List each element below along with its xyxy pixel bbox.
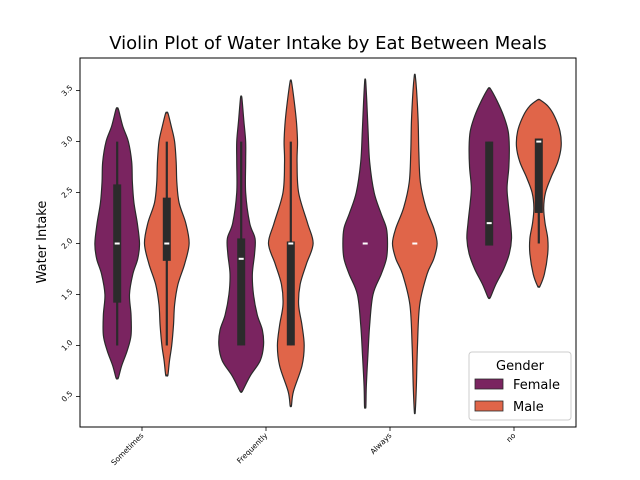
y-tick-label-0-5: 0.5 bbox=[60, 389, 75, 404]
iqr-box-female-no bbox=[485, 141, 494, 246]
iqr-box-female-frequently bbox=[237, 238, 246, 346]
median-female-sometimes bbox=[114, 242, 120, 245]
violins-layer bbox=[94, 73, 562, 415]
iqr-box-male-no bbox=[534, 138, 543, 213]
median-female-frequently bbox=[238, 257, 244, 260]
y-tick-label-1-0: 1.0 bbox=[60, 338, 75, 353]
legend-swatch-female bbox=[474, 378, 504, 390]
median-female-always bbox=[362, 242, 368, 245]
legend-label-male: Male bbox=[513, 400, 544, 415]
x-tick-label-sometimes: Sometimes bbox=[109, 431, 145, 467]
y-axis-label: Water Intake bbox=[35, 201, 50, 284]
median-male-always bbox=[412, 242, 418, 245]
x-axis-ticks: Sometimes Frequently Always no bbox=[109, 427, 518, 467]
median-female-no bbox=[486, 222, 492, 225]
x-tick-label-always: Always bbox=[368, 431, 393, 456]
legend-swatch-male bbox=[474, 400, 504, 412]
y-tick-label-3-5: 3.5 bbox=[60, 83, 75, 98]
x-tick-label-frequently: Frequently bbox=[235, 431, 270, 466]
legend-title: Gender bbox=[496, 359, 545, 374]
y-tick-label-1-5: 1.5 bbox=[60, 287, 75, 302]
x-tick-label-no: no bbox=[504, 431, 517, 444]
median-male-sometimes bbox=[164, 242, 170, 245]
chart-title: Violin Plot of Water Intake by Eat Betwe… bbox=[109, 33, 547, 54]
y-tick-label-2-5: 2.5 bbox=[60, 185, 75, 200]
median-male-no bbox=[536, 140, 542, 143]
iqr-box-male-frequently bbox=[286, 241, 295, 346]
iqr-box-male-sometimes bbox=[162, 197, 171, 261]
median-male-frequently bbox=[288, 242, 294, 245]
legend-label-female: Female bbox=[513, 378, 560, 393]
legend: Gender Female Male bbox=[468, 351, 572, 421]
y-tick-label-3-0: 3.0 bbox=[60, 134, 75, 149]
y-tick-label-2-0: 2.0 bbox=[60, 236, 75, 251]
y-axis-ticks: 0.5 1.0 1.5 2.0 2.5 3.0 3.5 bbox=[60, 83, 80, 404]
